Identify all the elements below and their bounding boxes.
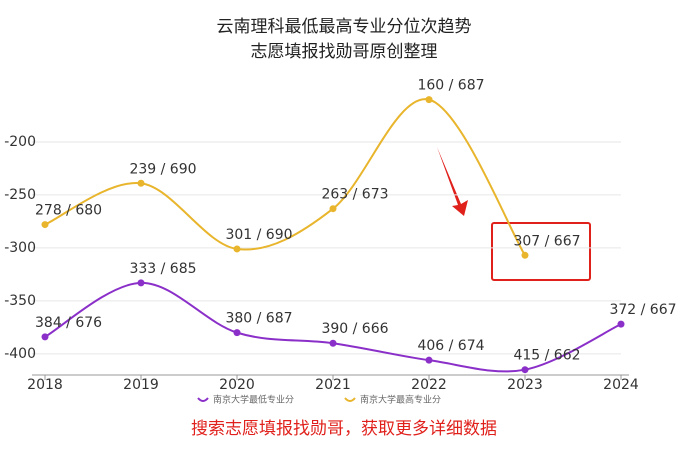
chart-subtitle: 志愿填报找勋哥原创整理 bbox=[251, 42, 438, 62]
point bbox=[41, 333, 49, 341]
value-label: 278 / 680 bbox=[35, 203, 102, 219]
value-label: 372 / 667 bbox=[609, 302, 676, 318]
value-label: 406 / 674 bbox=[417, 338, 484, 354]
legend-label: 南京大学最高专业分 bbox=[360, 394, 441, 406]
footer: 搜索志愿填报找勋哥，获取更多详细数据 bbox=[191, 419, 497, 439]
value-label: 160 / 687 bbox=[417, 78, 484, 94]
x-tick-label: 2019 bbox=[123, 377, 159, 393]
x-tick-label: 2018 bbox=[27, 377, 63, 393]
point bbox=[329, 205, 337, 213]
point bbox=[521, 251, 529, 259]
y-tick-label: -200 bbox=[4, 134, 36, 150]
point bbox=[233, 329, 241, 337]
highlight-box bbox=[491, 222, 591, 281]
legend-icon bbox=[344, 397, 356, 402]
point bbox=[137, 279, 145, 287]
value-label: 239 / 690 bbox=[129, 161, 196, 177]
value-label: 333 / 685 bbox=[129, 261, 196, 277]
chart-title: 云南理科最低最高专业分位次趋势 bbox=[217, 17, 472, 37]
value-label: 307 / 667 bbox=[513, 233, 580, 249]
x-tick-label: 2022 bbox=[411, 377, 447, 393]
value-label: 263 / 673 bbox=[321, 187, 388, 203]
y-tick-label: -250 bbox=[4, 187, 36, 203]
point bbox=[425, 356, 433, 364]
point bbox=[137, 179, 145, 187]
y-tick-label: -400 bbox=[4, 346, 36, 362]
x-tick-label: 2020 bbox=[219, 377, 255, 393]
point bbox=[41, 221, 49, 229]
point bbox=[521, 366, 529, 374]
x-tick-label: 2021 bbox=[315, 377, 351, 393]
legend-label: 南京大学最低专业分 bbox=[213, 394, 294, 406]
x-tick-label: 2023 bbox=[507, 377, 543, 393]
value-label: 384 / 676 bbox=[35, 315, 102, 331]
value-label: 390 / 666 bbox=[321, 321, 388, 337]
y-tick-label: -350 bbox=[4, 293, 36, 309]
y-tick-label: -300 bbox=[4, 240, 36, 256]
x-tick-label: 2024 bbox=[603, 377, 639, 393]
arrow bbox=[437, 147, 468, 216]
point bbox=[233, 245, 241, 253]
point bbox=[329, 339, 337, 347]
value-label: 380 / 687 bbox=[225, 311, 292, 327]
value-label: 415 / 662 bbox=[513, 348, 580, 364]
point bbox=[425, 96, 433, 104]
legend-icon bbox=[197, 397, 209, 402]
value-label: 301 / 690 bbox=[225, 227, 292, 243]
point bbox=[617, 320, 625, 328]
